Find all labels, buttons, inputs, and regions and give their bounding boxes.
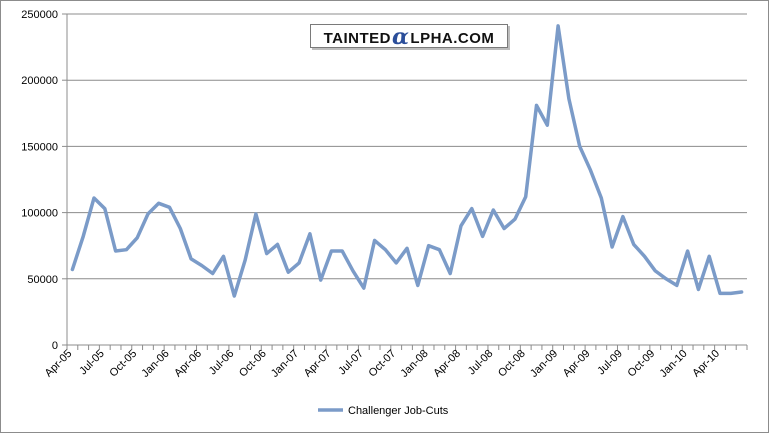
x-tick-label-apr-05: Apr-05: [43, 348, 75, 380]
x-tick-label-jan-09: Jan-09: [528, 348, 560, 380]
series-layer: [70, 24, 744, 298]
watermark-logo: TAINTEDαLPHA.COM: [310, 24, 508, 50]
legend: Challenger Job-Cuts: [318, 405, 449, 417]
y-tick-label-100000: 100000: [21, 208, 58, 220]
x-axis: Apr-05 Jul-05 Oct-05 Jan-06 Apr-06 Jul-06 Oct-…: [43, 344, 748, 380]
x-tick-label-jul-06: Jul-06: [207, 348, 237, 378]
x-tick-label-oct-06: Oct-06: [237, 348, 269, 380]
x-tick-label-jul-08: Jul-08: [466, 348, 496, 378]
x-tick-label-apr-09: Apr-09: [561, 348, 593, 380]
x-tick-label-oct-08: Oct-08: [496, 348, 528, 380]
x-tick-label-jul-07: Jul-07: [336, 348, 366, 378]
gridlines: [67, 13, 747, 280]
x-tick-label-oct-05: Oct-05: [107, 348, 139, 380]
x-tick-label-jan-06: Jan-06: [139, 348, 171, 380]
x-tick-label-apr-10: Apr-10: [690, 348, 722, 380]
x-tick-label-jan-10: Jan-10: [657, 348, 689, 380]
x-tick-label-apr-07: Apr-07: [302, 348, 334, 380]
x-tick-label-jul-09: Jul-09: [595, 348, 625, 378]
y-tick-label-0: 0: [52, 340, 58, 352]
series-line-challenger-job-cuts: [70, 24, 744, 298]
y-tick-label-250000: 250000: [21, 9, 58, 21]
x-tick-label-jan-07: Jan-07: [269, 348, 301, 380]
x-tick-label-oct-07: Oct-07: [366, 348, 398, 380]
x-tick-label-jul-05: Jul-05: [77, 348, 107, 378]
x-tick-label-oct-09: Oct-09: [626, 348, 658, 380]
x-tick-label-apr-06: Apr-06: [172, 348, 204, 380]
watermark-text: TAINTEDαLPHA.COM: [323, 24, 495, 50]
y-axis: 0 50000 100000 150000 200000 250000: [21, 9, 68, 352]
x-tick-label-jan-08: Jan-08: [398, 348, 430, 380]
y-tick-label-50000: 50000: [27, 274, 58, 286]
legend-label-challenger-job-cuts: Challenger Job-Cuts: [348, 405, 449, 417]
x-tick-label-apr-08: Apr-08: [431, 348, 463, 380]
y-tick-label-200000: 200000: [21, 75, 58, 87]
y-tick-label-150000: 150000: [21, 141, 58, 153]
